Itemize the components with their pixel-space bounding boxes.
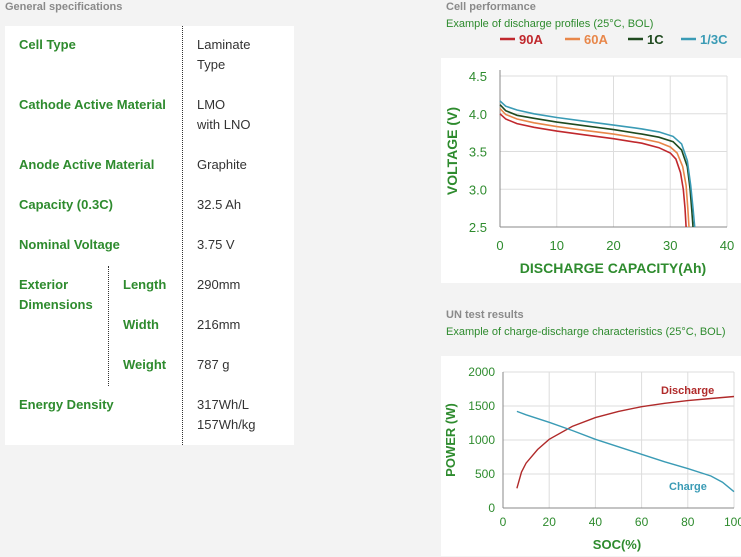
power-chart-panel <box>441 356 741 556</box>
spec-label-exterior-line2: Dimensions <box>19 297 93 312</box>
spec-value-cathode-line2: with LNO <box>197 117 251 132</box>
un-test-subtitle: Example of charge-discharge characterist… <box>446 326 726 338</box>
legend-label-60A: 60A <box>584 32 608 47</box>
spec-value-width: 216mm <box>197 317 241 332</box>
spec-label-anode: Anode Active Material <box>19 157 155 172</box>
legend-label-90A: 90A <box>519 32 543 47</box>
spec-label-capacity: Capacity (0.3C) <box>19 197 113 212</box>
spec-value-energy-density: 317Wh/L <box>197 397 250 412</box>
spec-divider <box>182 26 183 445</box>
cell-performance-subtitle: Example of discharge profiles (25°C, BOL… <box>446 18 654 30</box>
spec-label-weight: Weight <box>123 357 167 372</box>
spec-label-cell-type: Cell Type <box>19 37 76 52</box>
un-test-title: UN test results <box>446 309 524 321</box>
specs-title: General specifications <box>5 1 123 13</box>
legend-label-1/3C: 1/3C <box>700 32 728 47</box>
spec-label-length: Length <box>123 277 167 292</box>
spec-value-anode: Graphite <box>197 157 247 172</box>
spec-value-length: 290mm <box>197 277 241 292</box>
spec-table: Cell Type Laminate Type Cathode Active M… <box>5 26 294 445</box>
legend-label-1C: 1C <box>647 32 664 47</box>
spec-value-capacity: 32.5 Ah <box>197 197 242 212</box>
cell-performance-title: Cell performance <box>446 1 536 13</box>
spec-value-cathode: LMO <box>197 97 226 112</box>
exterior-divider <box>108 266 109 386</box>
spec-value-cell-type: Laminate <box>197 37 251 52</box>
spec-value-energy-density-line2: 157Wh/kg <box>197 417 256 432</box>
spec-label-width: Width <box>123 317 159 332</box>
spec-label-exterior: Exterior <box>19 277 69 292</box>
discharge-chart-panel <box>441 58 741 283</box>
spec-value-nominal-voltage: 3.75 V <box>197 237 235 252</box>
spec-label-cathode: Cathode Active Material <box>19 97 166 112</box>
spec-label-nominal-voltage: Nominal Voltage <box>19 237 120 252</box>
spec-label-energy-density: Energy Density <box>19 397 114 412</box>
spec-value-weight: 787 g <box>197 357 230 372</box>
spec-value-cell-type-line2: Type <box>197 57 226 72</box>
